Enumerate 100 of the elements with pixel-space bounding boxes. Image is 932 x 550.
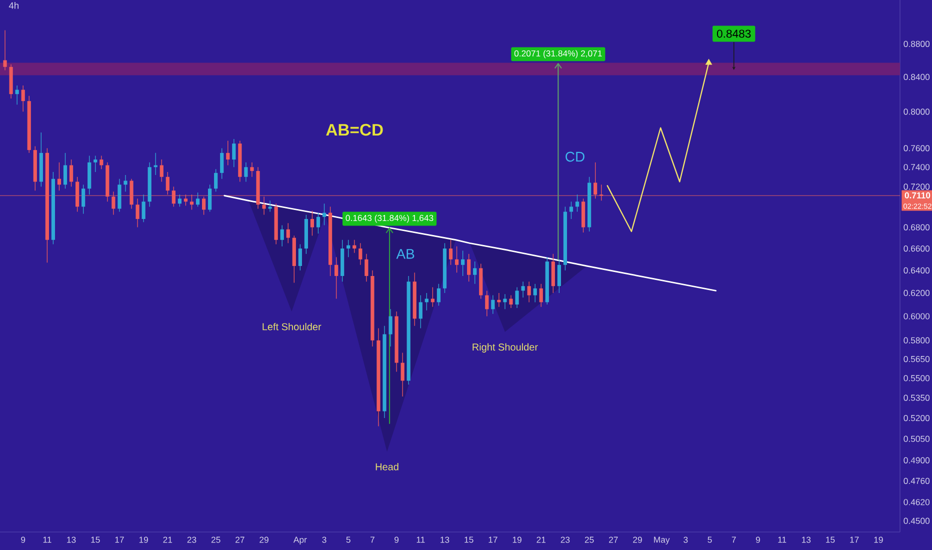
y-tick-label: 0.6600 [904, 245, 930, 252]
x-tick-label: 17 [115, 536, 124, 543]
candlestick [160, 159, 164, 182]
candlestick [298, 244, 302, 271]
annotation: CD [566, 152, 584, 162]
x-tick-label: 11 [43, 536, 52, 543]
candlestick [364, 254, 368, 282]
y-tick-label: 0.4760 [904, 478, 930, 484]
candlestick [467, 254, 471, 282]
x-tick-label: 23 [560, 536, 570, 543]
candlestick [322, 203, 326, 226]
x-tick-label: 15 [464, 536, 474, 543]
x-tick-label: 21 [163, 536, 172, 543]
candlestick [527, 281, 531, 303]
x-tick-label: 7 [732, 536, 736, 543]
y-tick-label: 0.4900 [904, 457, 930, 464]
candlestick [473, 261, 477, 284]
x-tick-label: 17 [850, 536, 859, 543]
candlestick [418, 294, 422, 329]
annotation: Left Shoulder [262, 322, 322, 330]
x-tick-label: 3 [322, 536, 326, 543]
candlestick [3, 30, 7, 71]
y-tick-label: 0.7200 [904, 184, 930, 190]
series-label: 0.2071 (31.84%) 2,071 [514, 50, 602, 58]
y-tick-label: 0.5650 [904, 356, 930, 362]
candlestick [400, 352, 404, 397]
candlestick [424, 292, 428, 311]
x-tick-label: 13 [67, 536, 76, 543]
annotation: 0.8483 [716, 30, 751, 38]
x-tick-label: 15 [91, 536, 100, 543]
candlestick [358, 242, 362, 266]
x-tick-label: 9 [21, 536, 26, 543]
y-tick-label: 0.5050 [904, 436, 930, 442]
candlestick [388, 308, 392, 347]
x-tick-label: 11 [416, 536, 425, 543]
x-tick-label: 9 [394, 536, 399, 543]
annotation: AB=CD [326, 124, 383, 136]
candlestick [286, 222, 290, 244]
y-tick-label: 0.6200 [904, 290, 930, 296]
y-tick-label: 0.8000 [904, 108, 930, 115]
x-tick-label: 29 [633, 536, 642, 543]
candlestick [430, 286, 434, 308]
candlestick [57, 162, 62, 191]
candlestick [124, 174, 128, 192]
candlestick [569, 201, 574, 220]
candlestick [334, 256, 338, 300]
candlestick [515, 286, 519, 308]
annotation: Right Shoulder [472, 343, 538, 353]
candlestick [220, 148, 224, 180]
candlestick [454, 246, 459, 273]
x-tick-label: Apr [293, 536, 307, 544]
candlestick [461, 250, 465, 276]
annotation: AB [396, 249, 414, 259]
candlestick [503, 294, 507, 310]
x-tick-label: 25 [211, 536, 220, 543]
chart-title: 4h [8, 2, 18, 9]
y-tick-label: 0.8400 [904, 74, 930, 80]
y-tick-label: 0.6000 [904, 313, 930, 320]
candlestick [280, 224, 284, 247]
candlestick [316, 212, 320, 234]
candlestick [178, 194, 182, 208]
y-tick-label: 0.4620 [904, 499, 930, 506]
x-tick-label: 27 [236, 536, 244, 543]
x-tick-label: 19 [512, 536, 522, 543]
x-tick-label: 3 [684, 536, 688, 543]
candlestick [214, 168, 218, 192]
candlestick [539, 284, 543, 308]
x-tick-label: 7 [370, 536, 374, 543]
candlestick [485, 290, 489, 317]
y-tick-label: 0.6400 [904, 267, 930, 274]
candlestick [63, 152, 68, 189]
candlestick [100, 155, 104, 170]
x-tick-label: 5 [708, 536, 712, 543]
candlestick [69, 159, 74, 187]
x-tick-label: 29 [260, 536, 268, 543]
candlestick [497, 292, 501, 308]
ref-line-label: 0.7110 [904, 192, 930, 198]
x-tick-label: 21 [536, 536, 546, 543]
candlestick [521, 281, 525, 298]
candlestick [557, 259, 561, 294]
y-tick-label: 0.5200 [904, 414, 930, 422]
y-tick-label: 0.4500 [904, 518, 930, 524]
y-tick-label: 0.7400 [904, 164, 930, 170]
candlestick [250, 162, 254, 178]
y-tick-label: 0.8800 [904, 40, 930, 47]
candlestick [21, 85, 25, 112]
candlestick [142, 194, 146, 222]
y-tick-label: 0.5800 [904, 337, 930, 344]
candlestick [244, 162, 248, 182]
y-tick-label: 0.6800 [904, 224, 930, 230]
candlestick [94, 155, 98, 172]
candlestick [15, 85, 19, 105]
y-tick-label: 0.5350 [904, 394, 930, 401]
x-tick-label: 9 [756, 536, 760, 543]
x-tick-label: May [654, 536, 670, 544]
candlestick [232, 138, 236, 168]
x-tick-label: 17 [488, 536, 498, 543]
candlestick [154, 152, 158, 176]
series-label: 0.1643 (31.84%) 1,643 [346, 214, 434, 223]
x-tick-label: 13 [802, 536, 811, 543]
